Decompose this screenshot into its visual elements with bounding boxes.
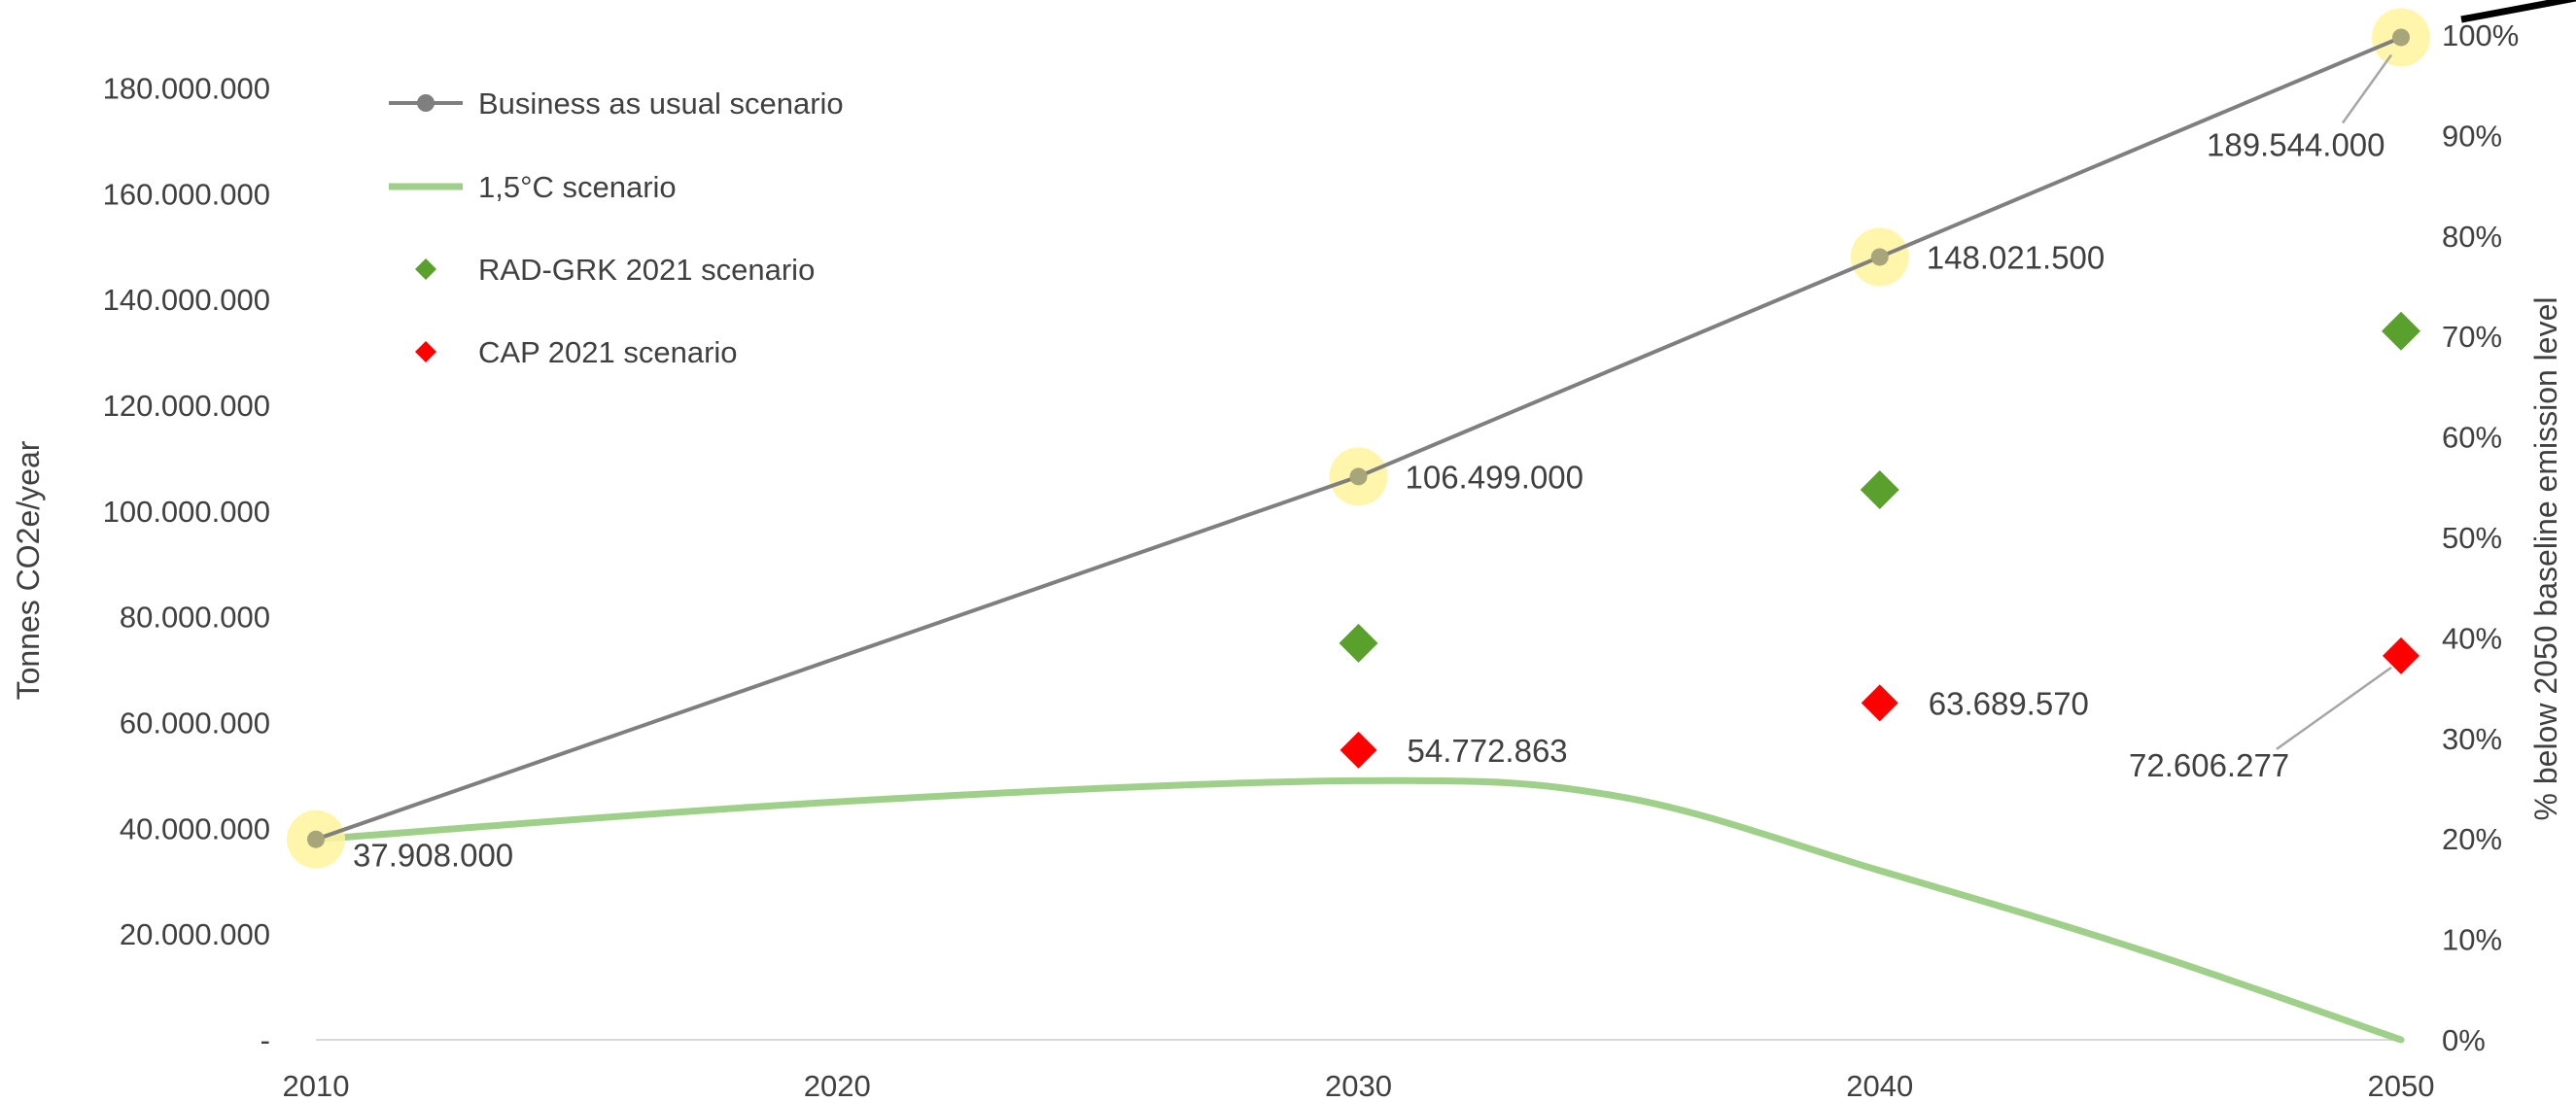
bau-point-marker xyxy=(2392,28,2410,47)
cap-point-marker xyxy=(2383,637,2419,674)
bau-point-marker xyxy=(307,830,325,848)
legend-label-bau: Business as usual scenario xyxy=(478,86,844,121)
series-line-1-5c-scenario xyxy=(312,776,2405,1044)
data-labels-layer: 37.908.000 106.499.000 148.021.500 189.544.… xyxy=(353,53,2393,874)
rad-grk-point-marker xyxy=(2382,311,2420,351)
y2-tick-label: 10% xyxy=(2442,923,2502,957)
cap-point-marker xyxy=(1340,731,1377,769)
y-tick-label: 180.000.000 xyxy=(103,71,270,105)
y2-axis-title: % below 2050 baseline emission level xyxy=(2528,297,2563,821)
y2-tick-label: 0% xyxy=(2442,1023,2486,1057)
rad-grk-point-marker xyxy=(1339,623,1378,663)
bau-point-marker xyxy=(1349,467,1368,486)
legend-rad-grk-swatch-marker xyxy=(415,258,436,280)
cap-data-label: 63.689.570 xyxy=(1929,685,2089,721)
legend-cap-swatch-marker xyxy=(415,341,436,362)
y-axis-title: Tonnes CO2e/year xyxy=(11,440,46,700)
y2-tick-label: 20% xyxy=(2442,822,2502,856)
y2-tick-label: 40% xyxy=(2442,621,2502,655)
x-tick-label: 2010 xyxy=(283,1069,350,1102)
bau-data-label: 189.544.000 xyxy=(2207,126,2385,162)
bau-data-label: 148.021.500 xyxy=(1927,239,2106,275)
y-tick-label: 60.000.000 xyxy=(120,706,270,740)
bau-data-label: 106.499.000 xyxy=(1406,459,1584,495)
legend-label-cap: CAP 2021 scenario xyxy=(478,335,738,369)
x-tick-label: 2030 xyxy=(1325,1069,1392,1102)
y-tick-label: 40.000.000 xyxy=(120,811,270,845)
y2-tick-label: 50% xyxy=(2442,521,2502,555)
cap-point-marker xyxy=(1861,684,1898,722)
bau-point-marker xyxy=(1870,248,1889,266)
bau-2050-leader-line xyxy=(2341,53,2393,124)
legend-bau-swatch-marker xyxy=(417,94,435,112)
bau-data-label: 37.908.000 xyxy=(353,838,513,874)
y2-tick-label: 80% xyxy=(2442,220,2502,254)
axes-layer: - 20.000.000 40.000.000 60.000.000 80.000.00… xyxy=(103,18,2520,1102)
legend-label-1-5c: 1,5°C scenario xyxy=(478,170,677,204)
cap-data-label: 54.772.863 xyxy=(1408,733,1568,769)
corner-stroke-mark xyxy=(2460,0,2576,23)
cap-data-label: 72.606.277 xyxy=(2129,747,2289,783)
y-tick-label: 80.000.000 xyxy=(120,601,270,635)
cap-2050-leader-line xyxy=(2276,666,2392,750)
y2-tick-label: 90% xyxy=(2442,119,2502,153)
y2-tick-label: 70% xyxy=(2442,320,2502,354)
x-tick-label: 2040 xyxy=(1846,1069,1913,1102)
x-tick-label: 2020 xyxy=(804,1069,871,1102)
series-line-business-as-usual xyxy=(315,35,2402,842)
x-tick-label: 2050 xyxy=(2368,1069,2435,1102)
y-tick-label: 20.000.000 xyxy=(120,917,270,951)
y2-tick-label: 60% xyxy=(2442,421,2502,455)
rad-grk-point-marker xyxy=(1860,470,1899,510)
legend-label-rad-grk: RAD-GRK 2021 scenario xyxy=(478,253,815,287)
y-tick-label: 160.000.000 xyxy=(103,177,270,211)
y2-tick-label: 30% xyxy=(2442,722,2502,756)
y-tick-label: 100.000.000 xyxy=(103,495,270,529)
series-layer xyxy=(287,8,2430,1044)
y2-tick-label: 100% xyxy=(2442,18,2519,52)
y-tick-label: 140.000.000 xyxy=(103,283,270,317)
legend: Business as usual scenario 1,5°C scenario… xyxy=(389,86,844,369)
y-tick-label: 120.000.000 xyxy=(103,389,270,423)
y-tick-label: - xyxy=(261,1023,270,1057)
